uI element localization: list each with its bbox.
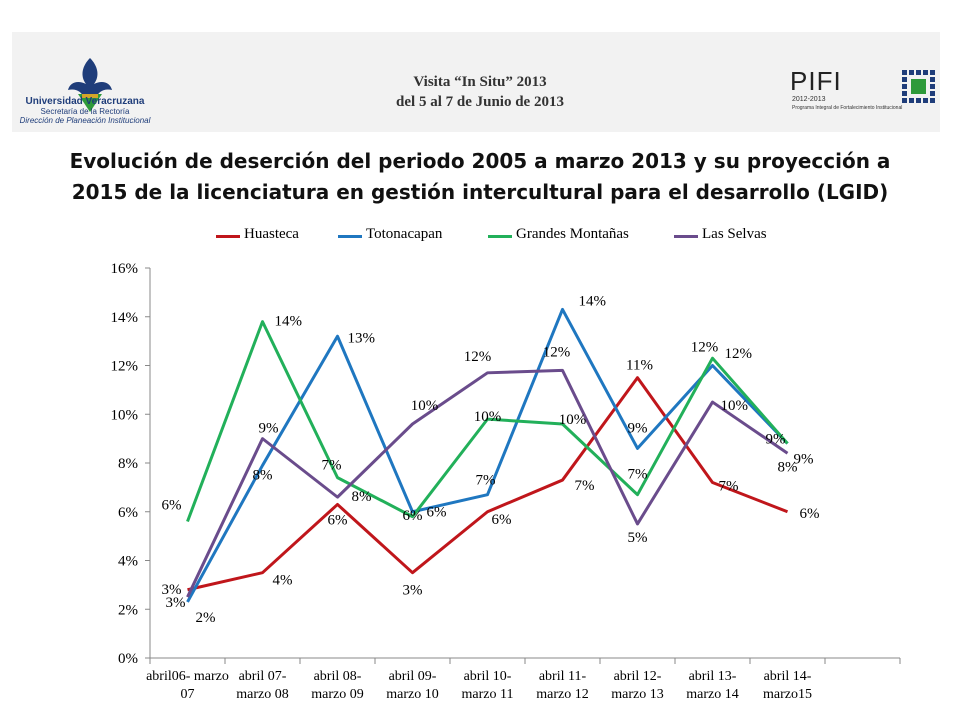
x-tick-label: abril 11-marzo 12	[536, 669, 588, 702]
data-label-grandes-monta-as: 9%	[766, 432, 786, 448]
data-label-grandes-monta-as: 7%	[628, 467, 648, 483]
data-label-huasteca: 3%	[403, 583, 423, 599]
data-label-huasteca: 6%	[328, 512, 348, 528]
data-label-huasteca: 7%	[575, 478, 595, 494]
legend-label: Las Selvas	[702, 226, 767, 242]
data-label-totonacapan: 12%	[691, 340, 719, 356]
data-label-grandes-monta-as: 14%	[275, 314, 303, 330]
data-label-totonacapan: 8%	[253, 467, 273, 483]
legend-label: Grandes Montañas	[516, 226, 629, 242]
pifi-word: PIFI	[790, 66, 842, 96]
data-label-grandes-monta-as: 12%	[725, 346, 753, 362]
visit-line1: Visita “In Situ” 2013	[413, 74, 547, 90]
university-sub1: Secretaría de la Rectoría	[40, 107, 130, 116]
legend-swatch	[488, 235, 512, 238]
x-tick-label: abril 07-marzo 08	[236, 669, 288, 702]
data-label-huasteca: 6%	[800, 506, 820, 522]
university-logo-icon	[68, 58, 112, 112]
legend-swatch	[338, 235, 362, 238]
data-label-las-selvas: 12%	[543, 344, 571, 360]
x-tick-label: abril 09-marzo 10	[386, 669, 438, 702]
data-label-totonacapan: 13%	[348, 330, 376, 346]
data-label-totonacapan: 6%	[403, 508, 423, 524]
data-label-huasteca: 4%	[273, 573, 293, 589]
data-label-totonacapan: 7%	[476, 473, 496, 489]
x-tick-label: abril06- marzo 07	[146, 669, 229, 702]
university-name: Universidad Veracruzana	[25, 96, 145, 107]
data-label-las-selvas: 3%	[166, 595, 186, 611]
data-label-totonacapan: 9%	[628, 420, 648, 436]
data-label-grandes-monta-as: 10%	[559, 412, 587, 428]
data-label-las-selvas: 5%	[628, 530, 648, 546]
pifi-years: 2012-2013	[792, 96, 826, 103]
y-tick-label: 0%	[118, 651, 138, 667]
data-label-huasteca: 6%	[492, 512, 512, 528]
data-label-grandes-monta-as: 7%	[322, 458, 342, 474]
data-label-grandes-monta-as: 10%	[474, 409, 502, 425]
y-tick-label: 14%	[111, 310, 139, 326]
data-label-grandes-monta-as: 6%	[162, 498, 182, 514]
y-tick-label: 16%	[111, 261, 139, 277]
data-label-las-selvas: 12%	[464, 349, 492, 365]
pifi-grid-icon	[902, 70, 935, 103]
chart-title: Evolución de deserción del periodo 2005 …	[69, 149, 891, 204]
data-label-las-selvas: 10%	[411, 398, 439, 414]
legend-label: Huasteca	[244, 226, 299, 242]
y-tick-label: 10%	[111, 407, 139, 423]
visit-title: Visita “In Situ” 2013 del 5 al 7 de Juni…	[330, 72, 630, 112]
data-label-totonacapan: 2%	[196, 610, 216, 626]
pifi-logo: PIFI 2012-2013 Programa Integral de Fort…	[790, 66, 950, 126]
data-label-las-selvas: 8%	[352, 489, 372, 505]
y-tick-label: 12%	[111, 359, 139, 375]
data-label-totonacapan: 14%	[579, 293, 607, 309]
visit-line2: del 5 al 7 de Junio de 2013	[396, 94, 564, 110]
legend-swatch	[216, 235, 240, 238]
y-tick-label: 6%	[118, 505, 138, 521]
x-tick-label: abril 13-marzo 14	[686, 669, 738, 702]
x-tick-label: abril 10-marzo 11	[462, 669, 514, 702]
legend-swatch	[674, 235, 698, 238]
series-line-las-selvas	[186, 368, 789, 598]
data-label-huasteca: 11%	[626, 358, 653, 374]
series-line-huasteca	[187, 376, 789, 592]
series-line-totonacapan	[186, 307, 789, 603]
data-label-las-selvas: 9%	[259, 421, 279, 437]
legend-label: Totonacapan	[366, 226, 443, 242]
y-tick-label: 2%	[118, 602, 138, 618]
y-tick-label: 8%	[118, 456, 138, 472]
data-label-las-selvas: 8%	[778, 459, 798, 475]
series-line-grandes-monta-as	[186, 320, 789, 523]
university-sub2: Dirección de Planeación Institucional	[19, 116, 151, 125]
y-tick-label: 4%	[118, 554, 138, 570]
x-tick-label: abril 12-marzo 13	[611, 669, 663, 702]
header-band	[12, 32, 940, 132]
data-label-totonacapan: 9%	[794, 452, 814, 468]
x-tick-label: abril 08-marzo 09	[311, 669, 363, 702]
data-label-huasteca: 7%	[719, 479, 739, 495]
data-label-las-selvas: 10%	[721, 398, 749, 414]
data-label-huasteca: 3%	[162, 582, 182, 598]
university-text: Universidad Veracruzana Secretaría de la…	[10, 96, 160, 125]
pifi-desc: Programa Integral de Fortalecimiento Ins…	[792, 105, 903, 111]
x-tick-label: abril 14-marzo15	[763, 669, 812, 702]
data-label-grandes-monta-as: 6%	[427, 505, 447, 521]
